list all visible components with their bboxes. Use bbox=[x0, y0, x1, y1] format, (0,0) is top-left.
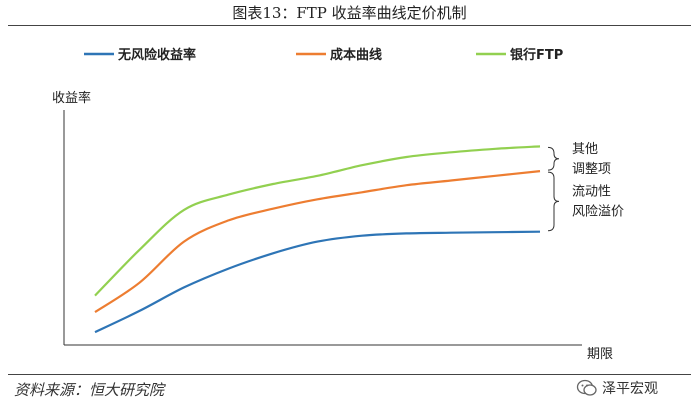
annotation-label-1-0: 流动性 bbox=[572, 184, 611, 199]
y-axis-label: 收益率 bbox=[52, 90, 91, 106]
chart-title: 图表13：FTP 收益率曲线定价机制 bbox=[232, 4, 467, 22]
legend-label-bank-ftp: 银行FTP bbox=[510, 47, 563, 63]
brace-1 bbox=[547, 171, 560, 232]
series-line-cost-curve bbox=[94, 170, 541, 314]
annotation-label-1-1: 风险溢价 bbox=[572, 204, 624, 219]
series-line-risk-free bbox=[94, 230, 541, 334]
brace-0 bbox=[547, 146, 560, 171]
series-line-bank-ftp bbox=[94, 145, 541, 297]
wechat-icon bbox=[576, 379, 597, 396]
watermark-text: 泽平宏观 bbox=[602, 381, 658, 397]
footer-rule bbox=[8, 374, 691, 375]
source-note: 资料来源：恒大研究院 bbox=[14, 381, 165, 399]
annotation-label-0-1: 调整项 bbox=[572, 162, 611, 177]
legend-label-risk-free: 无风险收益率 bbox=[117, 47, 196, 63]
watermark: 泽平宏观 bbox=[576, 377, 658, 399]
title-underline bbox=[8, 25, 691, 26]
x-axis-label: 期限 bbox=[587, 347, 613, 362]
legend-label-cost-curve: 成本曲线 bbox=[330, 47, 382, 63]
annotation-label-0-0: 其他 bbox=[572, 142, 598, 157]
